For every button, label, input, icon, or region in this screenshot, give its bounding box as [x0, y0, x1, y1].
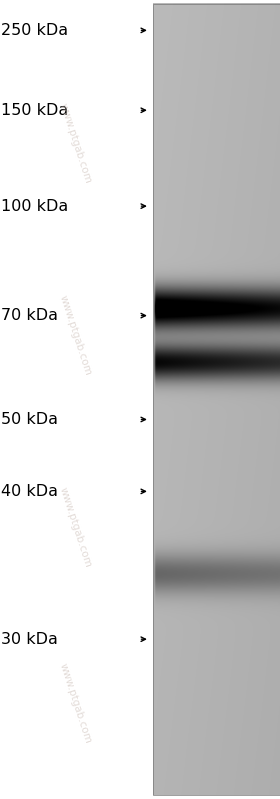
Text: www.ptgab.com: www.ptgab.com [58, 486, 93, 569]
Text: www.ptgab.com: www.ptgab.com [58, 102, 93, 185]
Text: 250 kDa: 250 kDa [1, 23, 69, 38]
Text: 100 kDa: 100 kDa [1, 199, 69, 213]
Bar [153, 4, 280, 795]
Text: 150 kDa: 150 kDa [1, 103, 69, 117]
Text: 40 kDa: 40 kDa [1, 484, 59, 499]
Text: 50 kDa: 50 kDa [1, 412, 59, 427]
Text: www.ptgab.com: www.ptgab.com [58, 294, 93, 377]
Text: 70 kDa: 70 kDa [1, 308, 59, 323]
Text: www.ptgab.com: www.ptgab.com [58, 662, 93, 745]
Text: 30 kDa: 30 kDa [1, 632, 58, 646]
